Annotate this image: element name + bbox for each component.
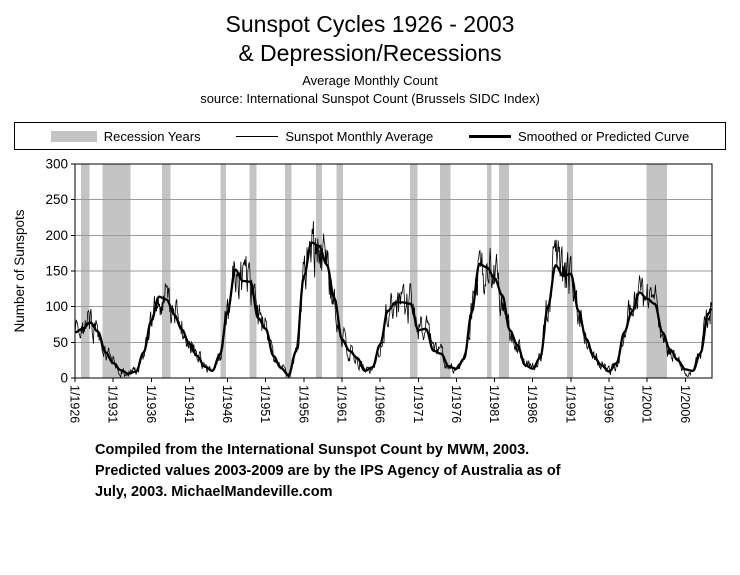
legend-label-smoothed: Smoothed or Predicted Curve <box>517 128 690 144</box>
svg-text:1/1956: 1/1956 <box>296 385 310 423</box>
svg-text:1/1991: 1/1991 <box>563 385 577 423</box>
svg-text:250: 250 <box>45 192 68 207</box>
smoothed-curve-line <box>74 241 712 377</box>
svg-text:1/1981: 1/1981 <box>487 385 501 423</box>
svg-text:1/2001: 1/2001 <box>640 385 654 423</box>
smoothed-line-swatch <box>468 134 511 138</box>
footer-line: Compiled from the International Sunspot … <box>95 442 530 458</box>
svg-text:150: 150 <box>45 264 68 279</box>
svg-text:1/1936: 1/1936 <box>144 385 158 423</box>
svg-text:1/1946: 1/1946 <box>220 385 234 423</box>
svg-text:0: 0 <box>60 371 68 386</box>
legend-item-monthly: Sunspot Monthly Average <box>236 129 433 144</box>
svg-text:1/1971: 1/1971 <box>411 385 425 423</box>
chart-header: Sunspot Cycles 1926 - 2003 & Depression/… <box>0 0 740 106</box>
svg-text:300: 300 <box>45 157 68 172</box>
svg-text:50: 50 <box>53 335 68 350</box>
svg-text:1/1966: 1/1966 <box>373 385 387 423</box>
svg-text:200: 200 <box>45 228 68 243</box>
footer-line: July, 2003. MichaelMandeville.com <box>95 484 333 500</box>
chart-subtitle: Average Monthly Count <box>302 73 438 88</box>
chart-area: 0 50 100 150 200 250 300 1/1926 1/1931 1/1936 1/19… <box>0 154 740 436</box>
recession-band-swatch <box>50 130 97 142</box>
svg-text:1/1931: 1/1931 <box>106 385 120 423</box>
legend-label-recession: Recession Years <box>103 128 201 144</box>
svg-text:1/1941: 1/1941 <box>182 385 196 423</box>
svg-text:Number of Sunspots: Number of Sunspots <box>12 209 27 332</box>
y-axis-title: Number of Sunspots <box>12 209 27 332</box>
svg-text:1/1986: 1/1986 <box>525 385 539 423</box>
y-axis-labels: 0 50 100 150 200 250 300 <box>45 157 75 386</box>
source-line: source: International Sunspot Count (Bru… <box>200 91 540 106</box>
legend-item-smoothed: Smoothed or Predicted Curve <box>468 128 690 144</box>
gridlines <box>75 163 712 379</box>
legend-box: Recession Years Sunspot Monthly Average … <box>14 122 726 150</box>
svg-text:1/1961: 1/1961 <box>335 385 349 423</box>
svg-text:1/1996: 1/1996 <box>602 385 616 423</box>
svg-text:1/1976: 1/1976 <box>449 385 463 423</box>
footer-credit: Compiled from the International Sunspot … <box>95 440 700 503</box>
footer-line: Predicted values 2003-2009 are by the IP… <box>95 463 561 479</box>
x-axis-labels: 1/1926 1/1931 1/1936 1/1941 1/1946 1/1951 1/19… <box>68 378 692 423</box>
monthly-average-line <box>74 221 713 379</box>
svg-text:1/2006: 1/2006 <box>678 385 692 423</box>
legend-item-recession: Recession Years <box>50 128 201 144</box>
legend-label-monthly: Sunspot Monthly Average <box>285 128 434 144</box>
svg-text:1/1926: 1/1926 <box>68 385 82 423</box>
monthly-line-swatch <box>236 135 279 137</box>
svg-text:1/1951: 1/1951 <box>258 385 272 423</box>
page-title-line1: Sunspot Cycles 1926 - 2003 <box>225 11 515 37</box>
page-title-line2: & Depression/Recessions <box>238 40 502 66</box>
svg-text:100: 100 <box>45 299 68 314</box>
